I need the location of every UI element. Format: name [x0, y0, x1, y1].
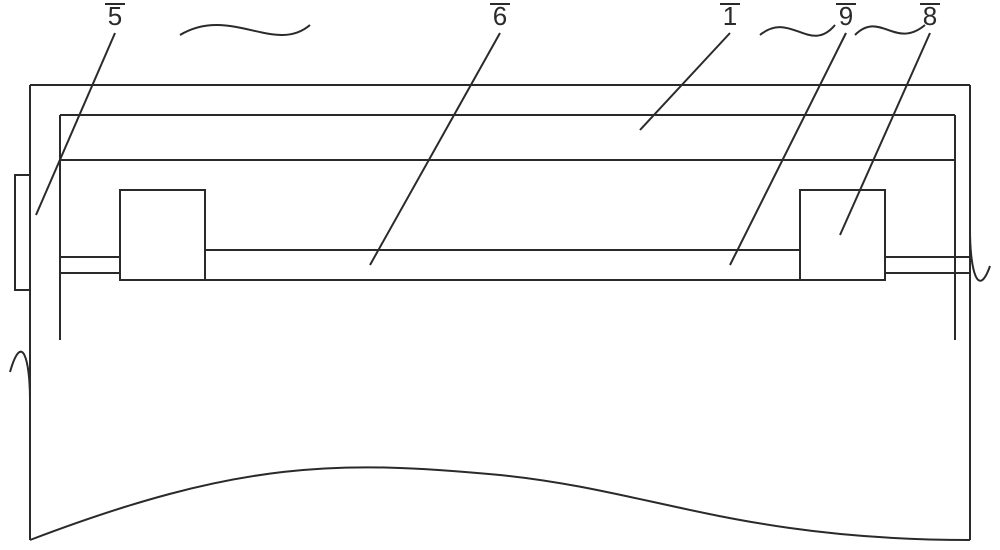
box-right — [800, 190, 885, 280]
leader-truncation-1 — [760, 25, 835, 36]
box-left — [120, 190, 205, 280]
label-lbl6: 6 — [493, 1, 507, 31]
side-truncation-1 — [970, 230, 990, 281]
label-lbl1: 1 — [723, 1, 737, 31]
label-lbl8: 8 — [923, 1, 937, 31]
leader-lbl6 — [370, 33, 500, 265]
leader-truncation-2 — [855, 25, 925, 35]
leader-truncation-0 — [180, 25, 310, 35]
leader-lbl5 — [36, 33, 115, 215]
label-lbl5: 5 — [108, 1, 122, 31]
technical-drawing: 5 6 1 9 8 — [0, 0, 1000, 550]
bottom-truncation — [30, 467, 970, 540]
side-truncation-0 — [10, 352, 30, 400]
left-tab — [15, 175, 30, 290]
label-lbl9: 9 — [839, 1, 853, 31]
